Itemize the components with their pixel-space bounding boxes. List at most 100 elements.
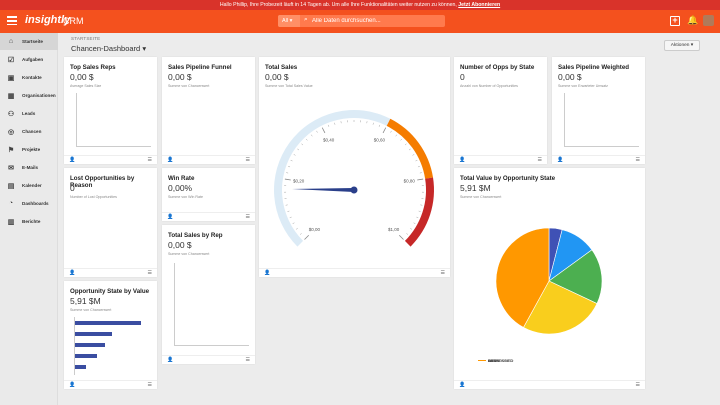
gauge-label: $0,20 [293,179,305,184]
building-icon: ▦ [7,92,15,100]
top-navigation: insightly CRM All ▾ ⌕ + 🔔 [0,10,720,33]
sidebar-item-startseite[interactable]: ⌂ Startseite [0,33,58,50]
dashboard-icon: ◔ [8,200,14,207]
gauge-tick [408,148,411,151]
reports-icon: ▥ [7,218,15,226]
card-footer: 👤 ☰ [162,155,255,164]
chart-x-axis [76,146,151,147]
legend-label: SUSPENDED [488,358,513,363]
card-value: 5,91 $M [70,296,101,306]
chart-x-axis [564,146,639,147]
notifications-bell-icon[interactable]: 🔔 [687,15,699,25]
horizontal-bar-chart [74,317,150,375]
sidebar-item-label: Projekte [22,147,41,152]
gauge-tick [321,127,326,134]
user-icon[interactable]: 👤 [459,157,466,163]
user-icon[interactable]: 👤 [69,270,76,276]
sidebar-item-emails[interactable]: ✉ E-Mails [0,159,58,176]
card-value: 0,00 $ [265,72,289,82]
sidebar-item-label: Kalender [22,183,42,188]
search-scope-dropdown[interactable]: All ▾ [278,15,300,27]
card-subtitle: Summe von Erwarteter Umsatz [558,84,608,88]
bar [75,354,98,358]
gauge-tick [398,234,404,240]
gauge-tick [418,210,421,212]
list-view-icon[interactable]: ☰ [245,214,250,220]
sidebar-item-leads[interactable]: ⚇ Leads [0,105,58,122]
card-footer: 👤 ☰ [552,155,645,164]
bar [75,343,106,347]
list-view-icon[interactable]: ☰ [147,382,152,388]
sidebar-item-label: E-Mails [22,165,39,170]
list-view-icon[interactable]: ☰ [635,382,640,388]
gauge-band-low [274,110,391,247]
list-view-icon[interactable]: ☰ [440,270,445,276]
gauge-tick [413,222,416,224]
sidebar-item-label: Aufgaben [22,57,44,62]
gauge-tick [395,134,398,137]
gauge-tick [415,160,418,162]
list-view-icon[interactable]: ☰ [537,157,542,163]
card-value: 0,00 $ [70,72,94,82]
legend-label: ABANDONED [488,358,514,363]
gauge-tick [295,228,298,230]
card-subtitle: Summe von Win Rate [168,195,203,199]
sidebar-item-chancen[interactable]: ◎ Chancen [0,123,58,140]
user-icon[interactable]: 👤 [459,382,466,388]
home-icon: ⌂ [8,38,14,45]
gauge-tick [334,122,336,125]
sidebar-item-kontakte[interactable]: ▣ Kontakte [0,69,58,86]
card-title: Win Rate [168,175,195,182]
email-icon: ✉ [8,164,14,172]
dashboard-selector[interactable]: Chancen-Dashboard ▾ [71,44,146,53]
gauge-needle [292,188,355,192]
total-sales-by-rep-card: Total Sales by Rep 0,00 $ Summe von Chan… [162,225,255,364]
user-icon[interactable]: 👤 [557,157,564,163]
insightly-logo[interactable]: insightly [25,14,71,26]
user-avatar[interactable] [703,15,714,26]
sidebar-item-organisationen[interactable]: ▦ Organisationen [0,87,58,104]
sidebar-item-label: Chancen [22,129,42,134]
user-icon[interactable]: 👤 [167,214,174,220]
leads-icon: ⚇ [7,110,15,118]
card-subtitle: Summe von Total Sales Value [265,84,313,88]
sidebar-item-kalender[interactable]: ▤ Kalender [0,177,58,194]
card-footer: 👤 ☰ [64,380,157,389]
list-view-icon[interactable]: ☰ [245,357,250,363]
sidebar-item-berichte[interactable]: ▥ Berichte [0,213,58,230]
sidebar-item-aufgaben[interactable]: ☑ Aufgaben [0,51,58,68]
sidebar-item-dashboards[interactable]: ◔ Dashboards [0,195,58,212]
actions-button[interactable]: Aktionen ▾ [664,40,700,51]
subscribe-link[interactable]: Jetzt Abonnieren [458,2,501,8]
add-new-icon[interactable]: + [670,16,680,26]
gauge-label: $0,80 [404,179,416,184]
card-subtitle: Summe von Chancenwert [168,84,210,88]
card-subtitle: Number of Lost Opportunities [70,195,117,199]
user-icon[interactable]: 👤 [167,357,174,363]
user-icon[interactable]: 👤 [69,157,76,163]
breadcrumb[interactable]: STARTSEITE [71,36,101,41]
card-title: Top Sales Reps [70,64,116,71]
gauge-label: $0,60 [374,138,386,143]
list-view-icon[interactable]: ☰ [147,157,152,163]
sidebar-item-label: Kontakte [22,75,42,80]
sidebar-item-projekte[interactable]: ⚑ Projekte [0,141,58,158]
list-view-icon[interactable]: ☰ [147,270,152,276]
top-sales-reps-card: Top Sales Reps 0,00 $ Average Sales Size… [64,57,157,164]
gauge-tick [406,233,409,235]
state-by-value-card: Opportunity State by Value 5,91 $M Summe… [64,281,157,389]
legend-item: WON [478,358,498,363]
user-icon[interactable]: 👤 [264,270,271,276]
user-icon[interactable]: 👤 [167,157,174,163]
search-input[interactable] [312,15,442,27]
value-by-state-card: Total Value by Opportunity State 5,91 $M… [454,168,645,389]
hamburger-menu-icon[interactable] [7,14,17,28]
card-title: Total Value by Opportunity State [460,175,556,182]
calendar-icon: ▤ [7,182,15,190]
card-value: 0,00 $ [558,72,582,82]
list-view-icon[interactable]: ☰ [635,157,640,163]
user-icon[interactable]: 👤 [69,382,76,388]
card-subtitle: Summe von Chancenwert [70,308,112,312]
search-scope-label: All [282,18,289,24]
list-view-icon[interactable]: ☰ [245,157,250,163]
